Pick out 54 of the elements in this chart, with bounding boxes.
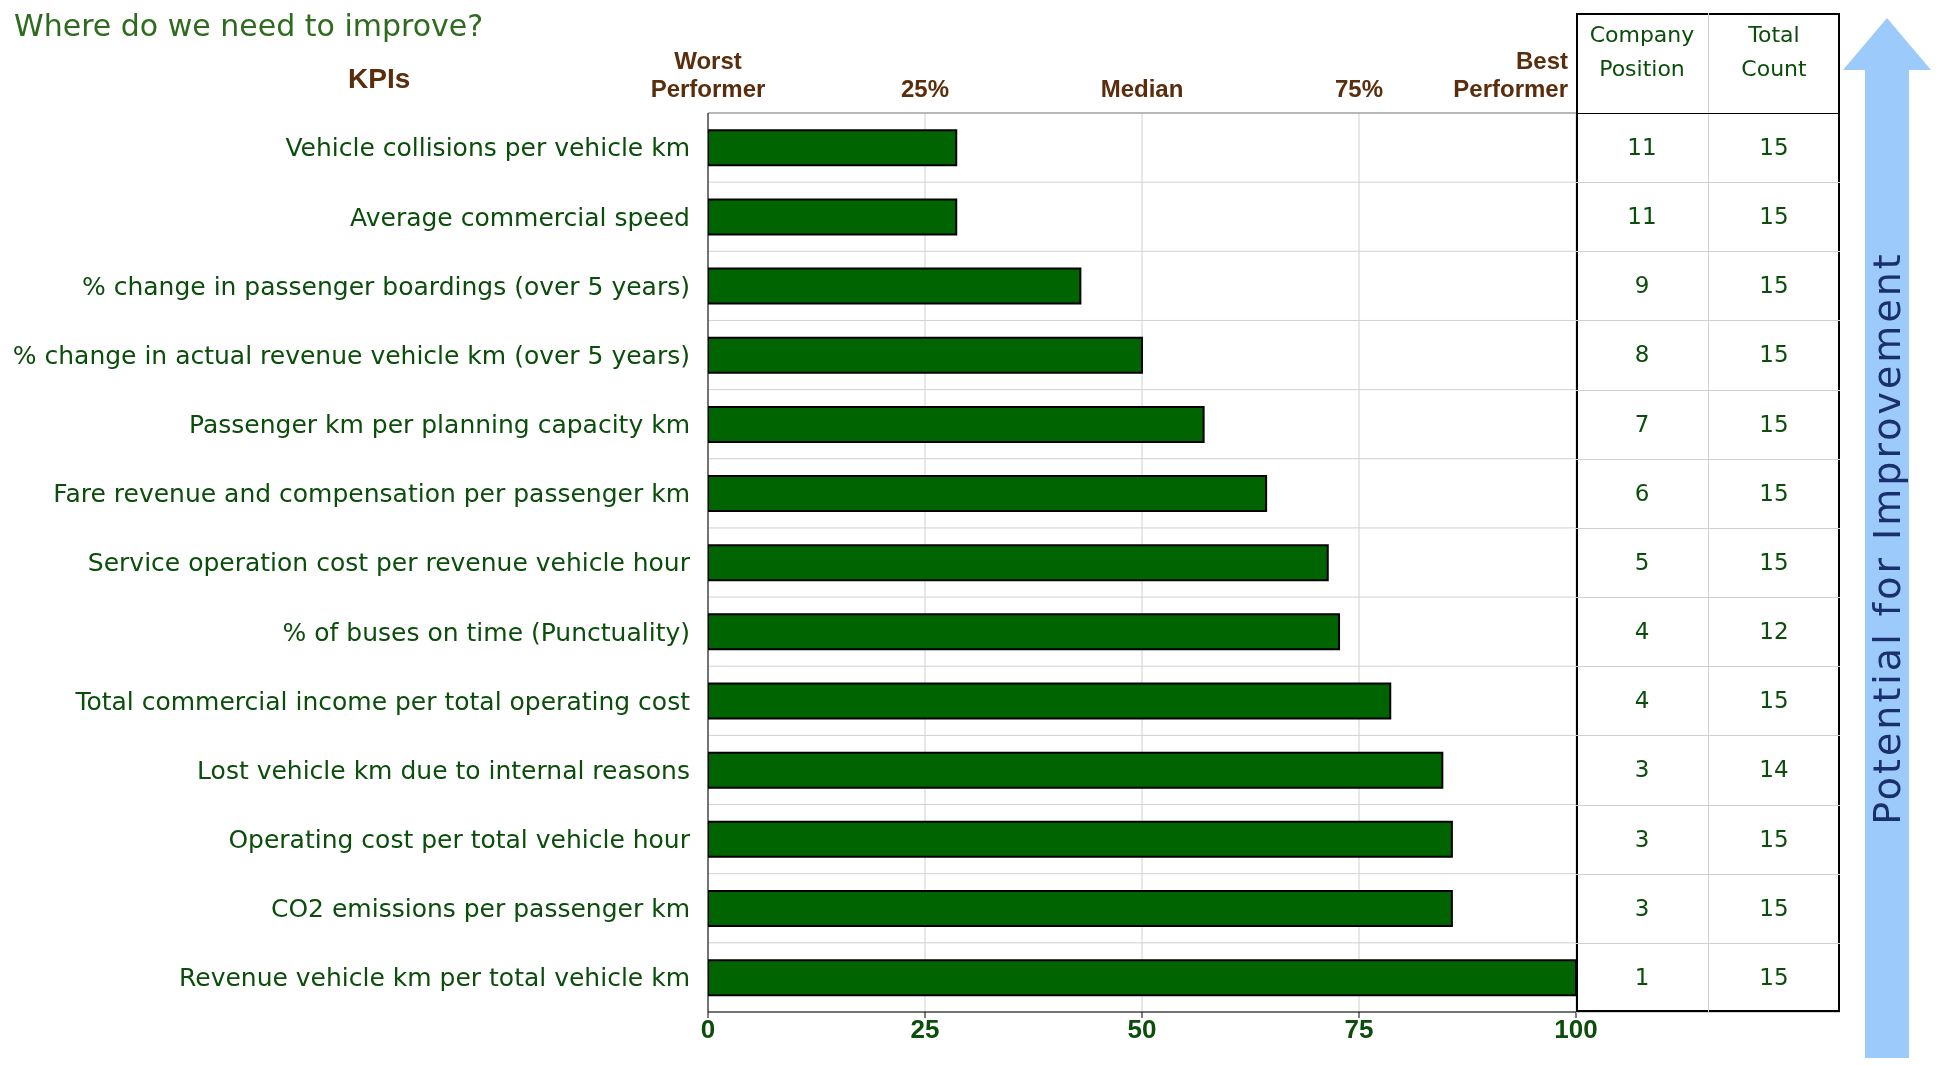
text: 3 (1633, 893, 1651, 923)
y-tick-label: Service operation cost per revenue vehicle hour (87, 548, 691, 578)
text: 6 (1633, 478, 1651, 508)
text: 15 (1758, 340, 1790, 370)
x2-tick-label: 25% (900, 75, 950, 102)
text: 15 (1758, 686, 1790, 716)
text: 11 (1626, 133, 1658, 162)
x-tick-label: 25 (910, 1014, 940, 1045)
x-tick-label: 75 (1344, 1014, 1374, 1045)
text: 15 (1758, 962, 1790, 992)
y-tick-label: % change in passenger boardings (over 5 years) (81, 271, 690, 301)
text: 3 (1633, 824, 1651, 854)
text: 15 (1758, 271, 1790, 301)
y-tick-label: Total commercial income per total operating cost (74, 686, 691, 716)
y-axis-title: KPIs (348, 63, 411, 95)
y-tick-label: Lost vehicle km due to internal reasons (197, 755, 690, 785)
x2-tick-label: Best Performer (1453, 47, 1568, 102)
text: 9 (1633, 271, 1651, 301)
text: Total Count (1740, 21, 1808, 83)
text: Where do we need to improve? (14, 8, 484, 43)
y-tick-label: % of buses on time (Punctuality) (282, 617, 690, 647)
x-tick-label: 50 (1127, 1014, 1157, 1045)
x-tick-label: 100 (1554, 1014, 1598, 1045)
text: 4 (1633, 617, 1651, 647)
y-tick-label: Operating cost per total vehicle hour (228, 824, 691, 854)
text: 14 (1758, 755, 1790, 785)
text: 4 (1633, 686, 1651, 716)
text: 5 (1633, 547, 1651, 577)
text: 11 (1626, 202, 1658, 232)
text: 15 (1758, 202, 1790, 232)
text: 3 (1633, 755, 1651, 785)
text: 8 (1633, 340, 1651, 370)
text: Company Position (1588, 21, 1696, 83)
y-tick-label: CO2 emissions per passenger km (270, 894, 690, 924)
y-tick-label: Revenue vehicle km per total vehicle km (179, 963, 690, 993)
y-tick-label: Fare revenue and compensation per passenger km (53, 479, 690, 509)
x-tick-label: 0 (700, 1014, 716, 1045)
x2-tick-label: Median (1100, 75, 1184, 102)
x2-tick-label: Worst Performer (650, 47, 766, 102)
text: 15 (1758, 133, 1790, 162)
y-tick-label: Passenger km per planning capacity km (188, 410, 690, 440)
y-tick-label: Average commercial speed (350, 202, 690, 232)
text: 15 (1758, 824, 1790, 854)
y-tick-label: % change in actual revenue vehicle km (over 5 years) (12, 340, 690, 370)
x2-tick-label: 75% (1334, 75, 1384, 102)
text: 15 (1758, 409, 1790, 439)
text: 12 (1758, 617, 1790, 647)
text: Potential for Improvement (1865, 251, 1909, 825)
text: 1 (1633, 962, 1651, 992)
text: 15 (1758, 893, 1790, 923)
text: 15 (1758, 547, 1790, 577)
y-tick-label: Vehicle collisions per vehicle km (285, 133, 690, 163)
text: 15 (1758, 478, 1790, 508)
text: 7 (1633, 409, 1651, 439)
